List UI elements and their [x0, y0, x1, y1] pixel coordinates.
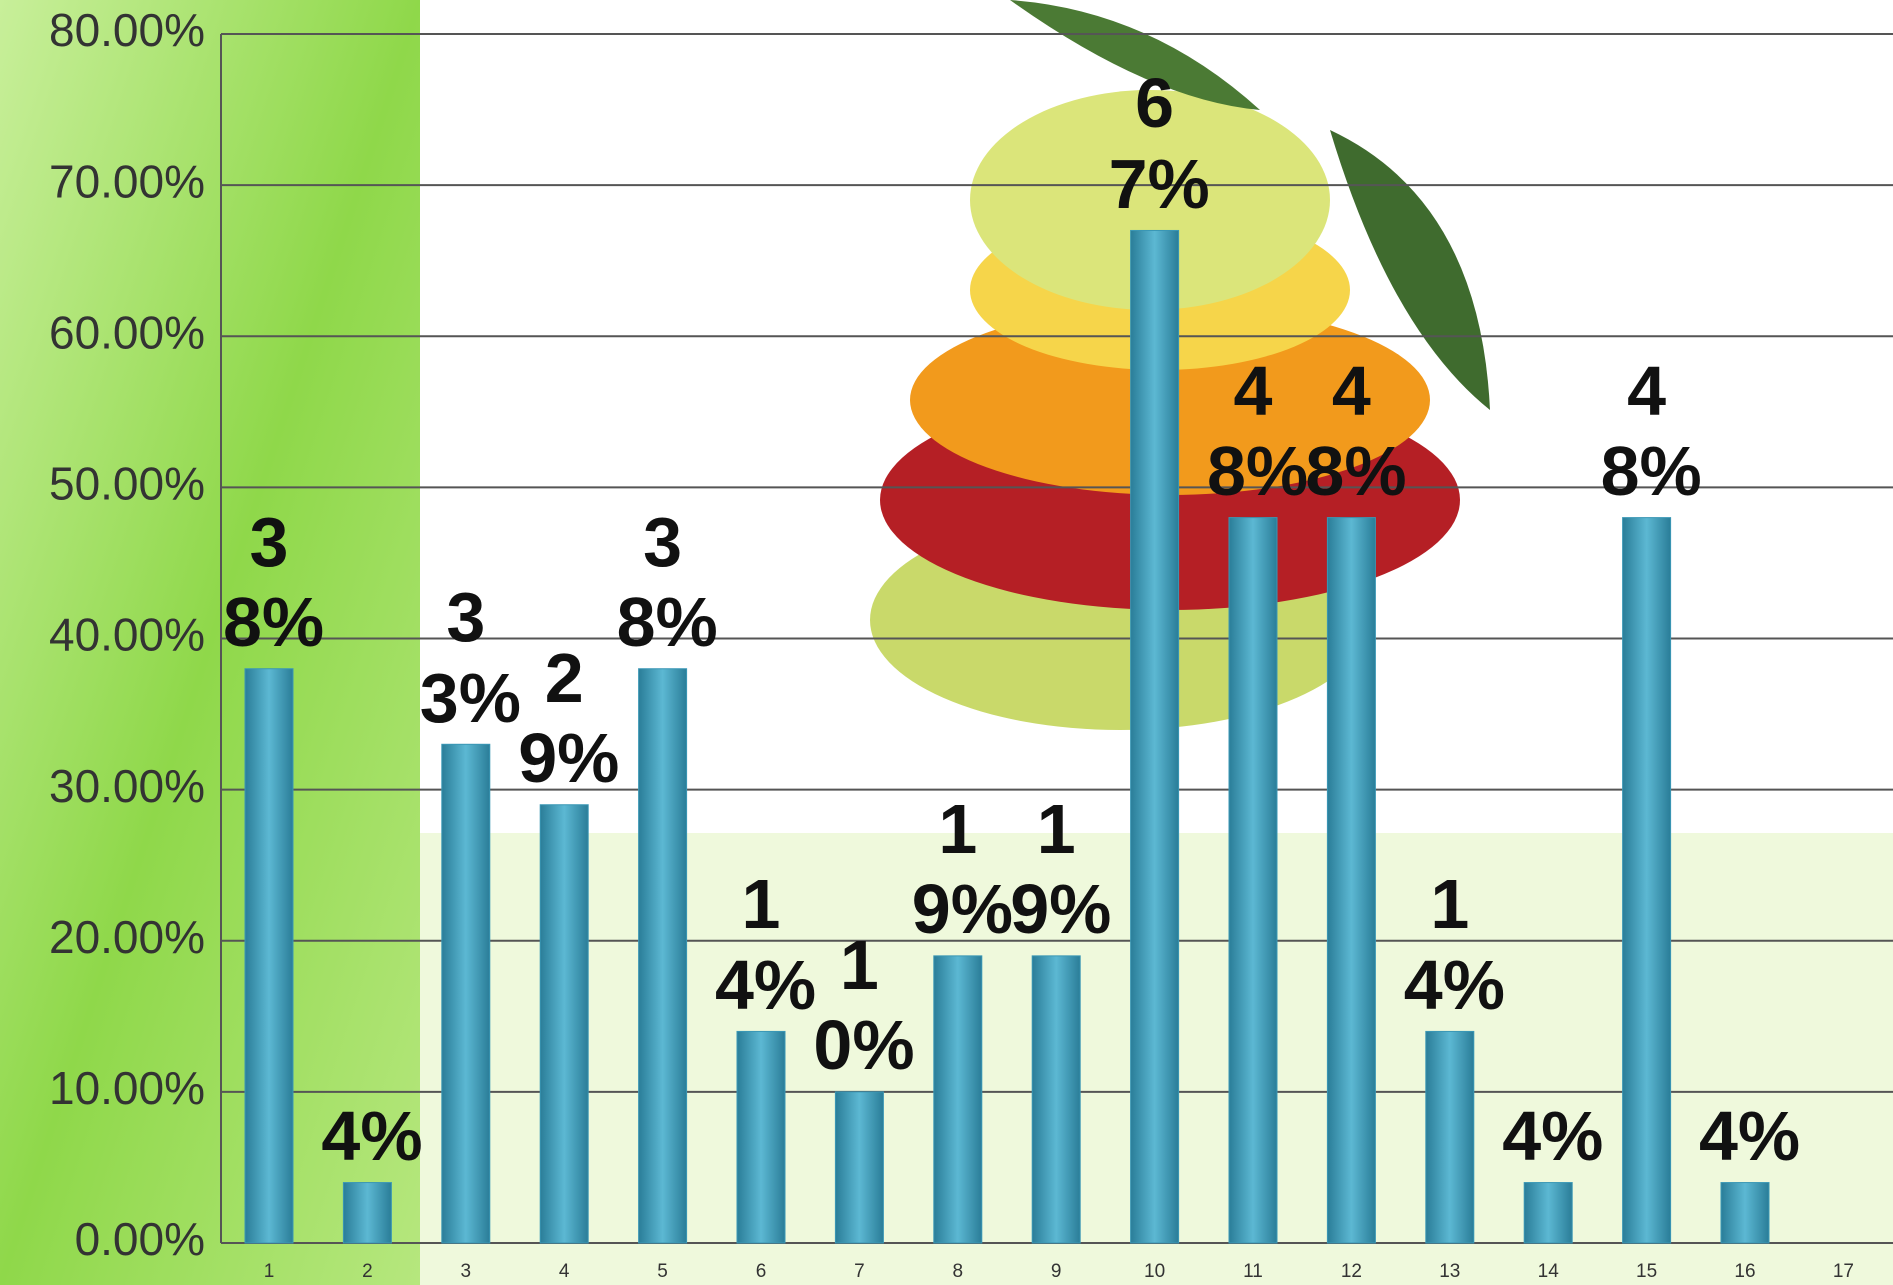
y-tick-label: 20.00% [49, 911, 205, 963]
x-tick-label: 2 [362, 1261, 373, 1282]
value-label: 29% [518, 638, 620, 798]
x-tick-label: 3 [461, 1261, 472, 1282]
y-tick-label: 50.00% [49, 458, 205, 510]
value-label: 19% [911, 789, 1013, 949]
bar [1622, 517, 1672, 1244]
x-tick-label: 16 [1734, 1261, 1755, 1282]
bar [539, 804, 589, 1244]
x-tick-label: 11 [1243, 1261, 1263, 1282]
axes: 0.00% 10.00% 20.00% 30.00% 40.00% 50.00% 60.00… [49, 4, 1893, 1282]
x-tick-label: 1 [264, 1261, 275, 1282]
value-label: 48% [1600, 351, 1702, 511]
x-tick-label: 4 [559, 1261, 570, 1282]
bar [736, 1030, 786, 1244]
y-tick-label: 70.00% [49, 155, 205, 207]
x-tick-label: 17 [1833, 1261, 1854, 1282]
value-label: 33% [419, 578, 521, 737]
x-tick-label: 14 [1538, 1261, 1560, 1282]
x-tick-label: 6 [756, 1261, 767, 1282]
bar [244, 668, 294, 1244]
value-label: 4% [1502, 1097, 1604, 1176]
bar [933, 955, 983, 1244]
x-tick-label: 13 [1439, 1261, 1460, 1282]
value-label: 19% [1010, 789, 1112, 949]
y-tick-label: 10.00% [49, 1062, 205, 1114]
value-label: 67% [1108, 64, 1210, 223]
x-tick-label: 5 [657, 1261, 668, 1282]
bar [1326, 517, 1376, 1244]
y-tick-label: 30.00% [49, 760, 205, 812]
bar [1425, 1030, 1475, 1244]
value-label: 10% [813, 925, 915, 1085]
bar [342, 1182, 392, 1244]
y-tick-label: 40.00% [49, 609, 205, 661]
value-label: 14% [715, 865, 817, 1024]
x-tick-label: 7 [854, 1261, 865, 1282]
x-tick-label: 10 [1144, 1261, 1165, 1282]
bar [1031, 955, 1081, 1244]
value-label: 38% [223, 502, 325, 662]
y-tick-label: 0.00% [75, 1213, 205, 1265]
bar [638, 668, 688, 1244]
bar [1130, 229, 1180, 1244]
value-label: 48% [1207, 351, 1309, 511]
y-tick-label: 60.00% [49, 306, 205, 358]
x-tick-label: 15 [1636, 1261, 1657, 1282]
x-tick-label: 8 [953, 1261, 964, 1282]
value-label: 38% [616, 502, 718, 662]
bar [1523, 1182, 1573, 1244]
value-label: 14% [1403, 865, 1505, 1024]
bar [1228, 517, 1278, 1244]
bar [834, 1091, 884, 1244]
bar [441, 743, 491, 1244]
value-label: 4% [321, 1097, 423, 1176]
value-label: 4% [1699, 1097, 1801, 1176]
x-tick-label: 12 [1341, 1261, 1362, 1282]
value-label: 48% [1305, 351, 1407, 511]
bar [1720, 1182, 1770, 1244]
y-tick-label: 80.00% [49, 4, 205, 56]
x-tick-label: 9 [1051, 1261, 1062, 1282]
